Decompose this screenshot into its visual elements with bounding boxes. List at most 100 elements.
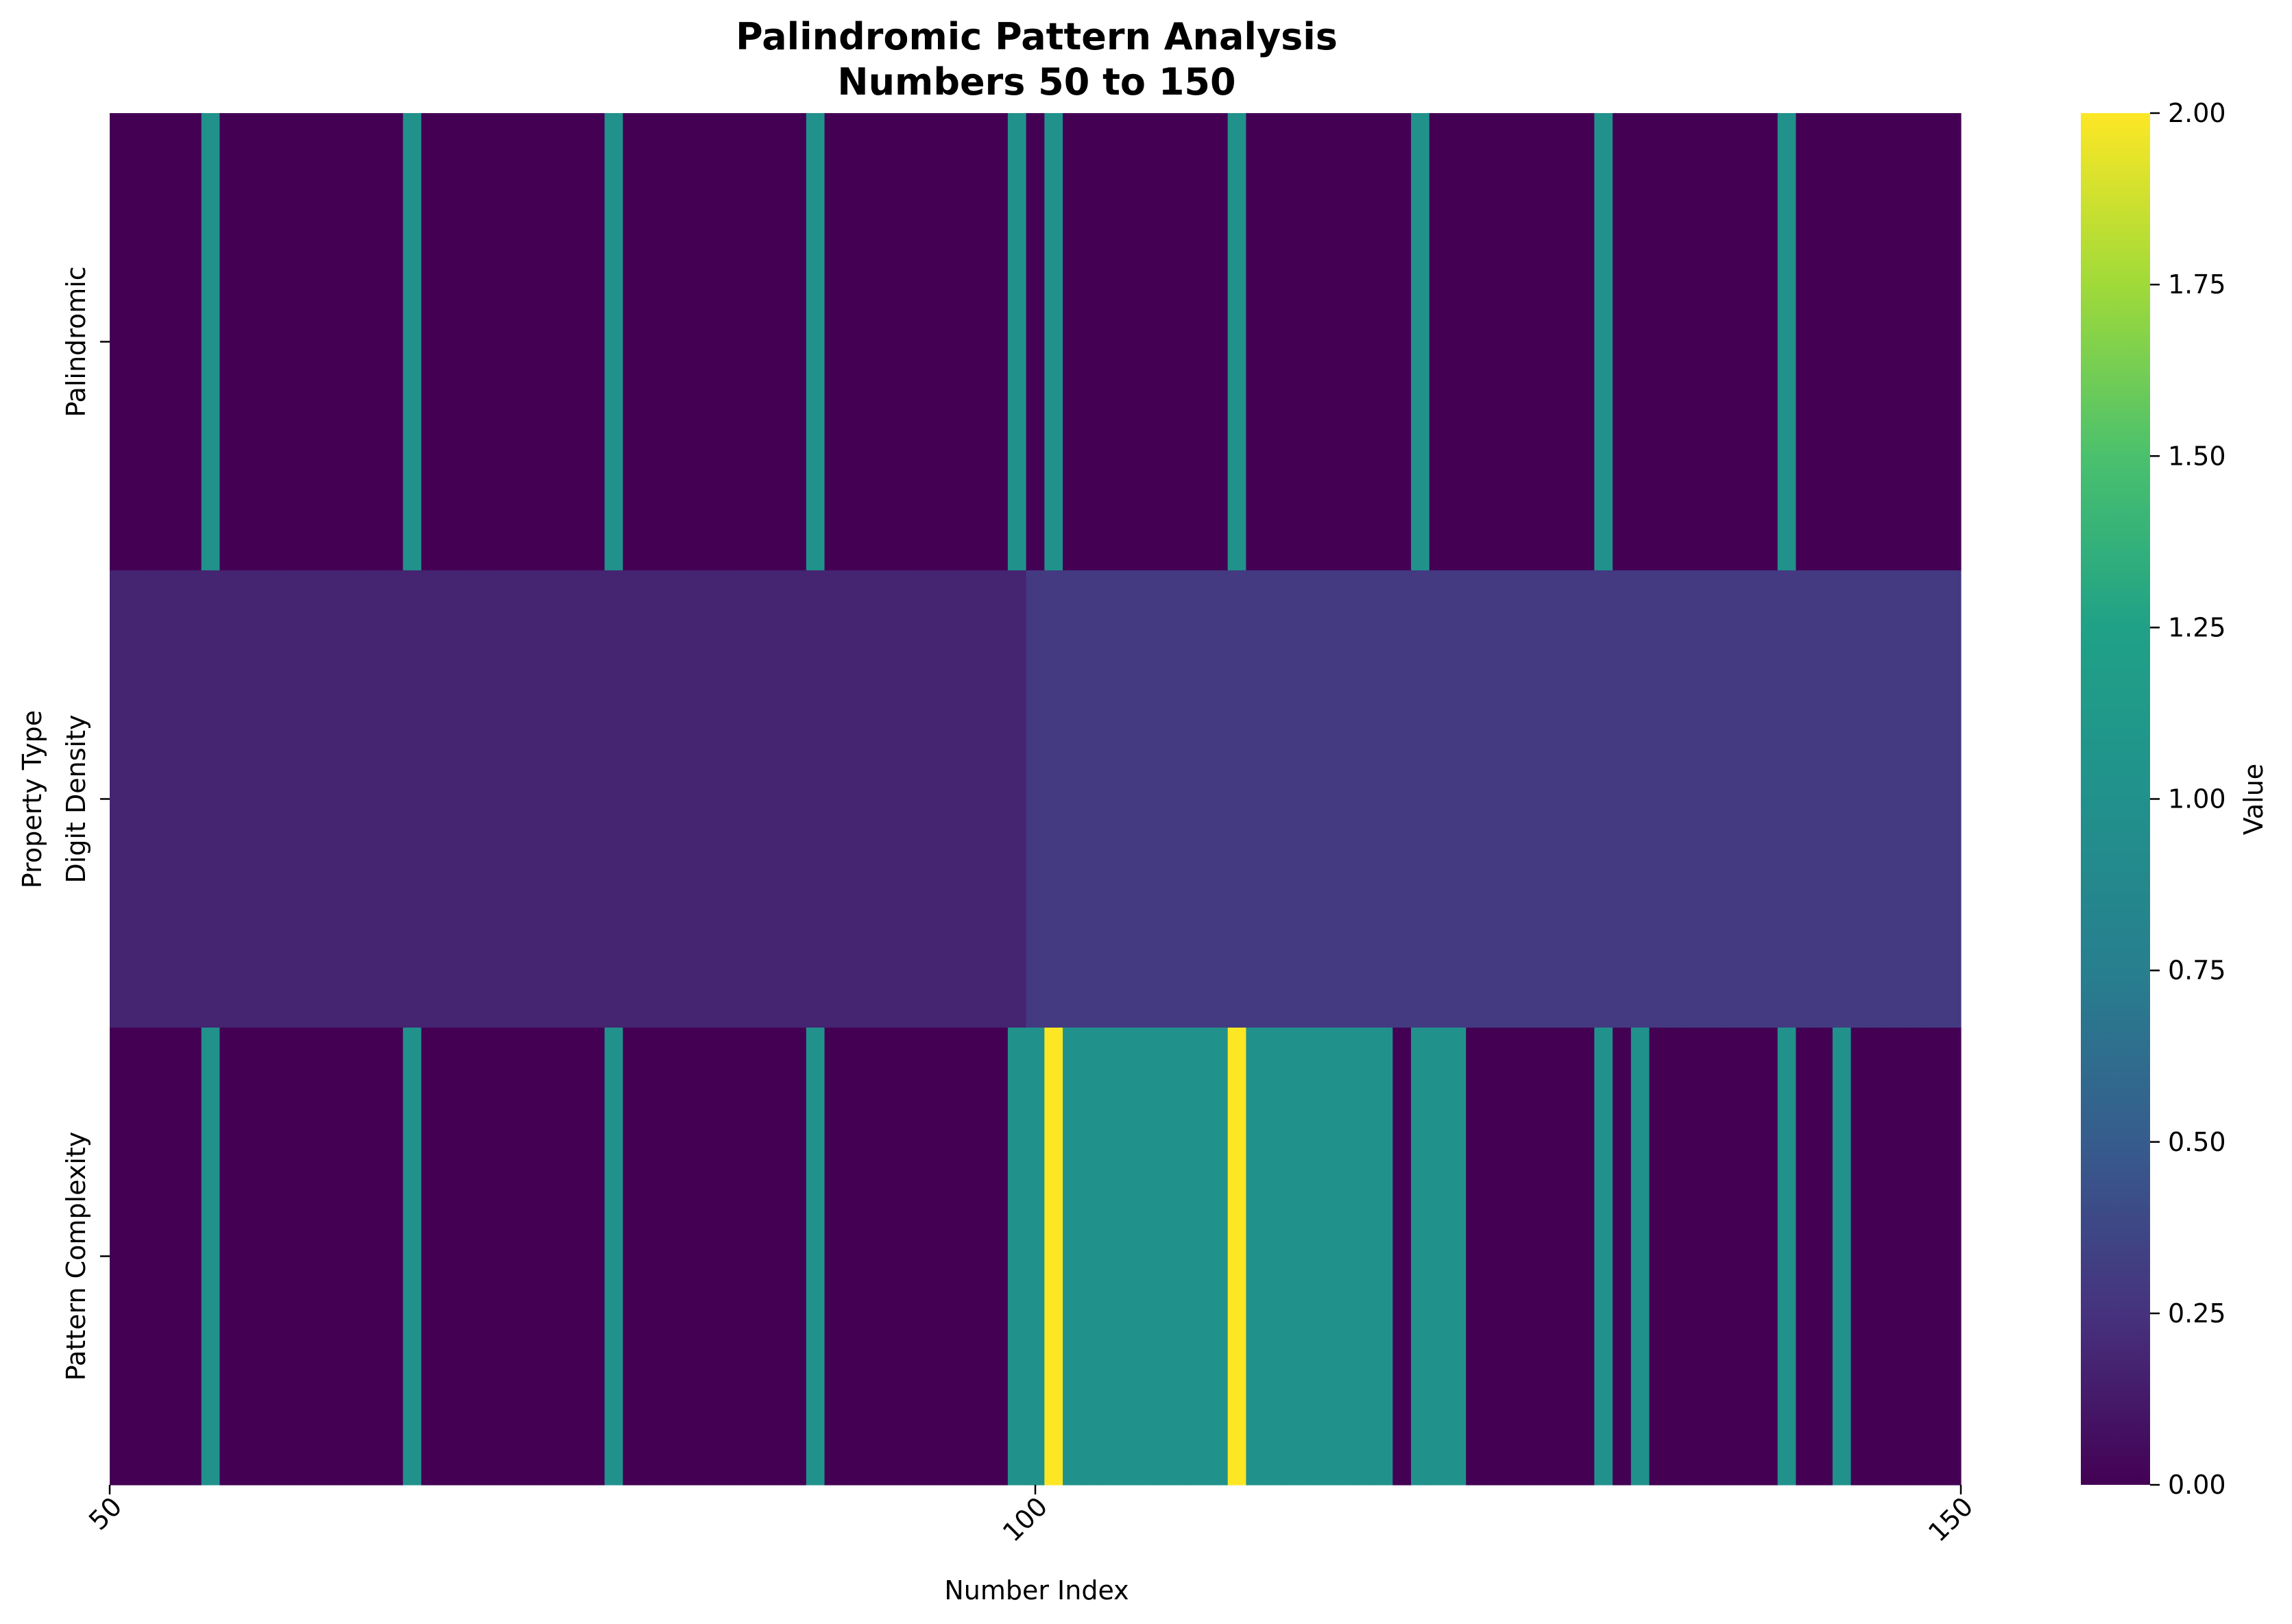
- heatmap-cell: [1099, 1028, 1118, 1486]
- heatmap-cell: [1063, 1028, 1082, 1486]
- heatmap-cell: [513, 570, 532, 1028]
- heatmap-cell: [1118, 570, 1137, 1028]
- heatmap-cell: [513, 1028, 532, 1486]
- heatmap-cell: [1649, 570, 1668, 1028]
- heatmap-cell: [1081, 1028, 1100, 1486]
- heatmap-cell: [1502, 113, 1522, 571]
- heatmap-cell: [1777, 113, 1796, 571]
- heatmap-cell: [201, 570, 220, 1028]
- heatmap-cell: [1246, 570, 1265, 1028]
- heatmap-cell: [1411, 570, 1430, 1028]
- heatmap-cell: [1118, 1028, 1137, 1486]
- heatmap-cell: [788, 1028, 807, 1486]
- heatmap-cell: [677, 570, 697, 1028]
- heatmap-cell: [696, 1028, 715, 1486]
- heatmap-cell: [1099, 113, 1118, 571]
- heatmap-cell: [897, 570, 917, 1028]
- heatmap-cell: [1814, 113, 1833, 571]
- heatmap-cell: [1521, 1028, 1540, 1486]
- colorbar-tick-label: 0.25: [2168, 1298, 2226, 1329]
- heatmap-cell: [1667, 570, 1687, 1028]
- heatmap-cell: [1447, 1028, 1467, 1486]
- heatmap-cell: [274, 570, 293, 1028]
- heatmap-cell: [1649, 1028, 1668, 1486]
- heatmap-cell: [1007, 570, 1027, 1028]
- colorbar-ticks: 0.00 0.25 0.50 0.75 1.00 1.25 1.50 1.75 2.00: [2150, 98, 2226, 1500]
- heatmap-cell: [1172, 113, 1192, 571]
- heatmap-cell: [1044, 113, 1063, 571]
- heatmap-cell: [861, 570, 880, 1028]
- heatmap-cell: [641, 1028, 660, 1486]
- heatmap-cell: [677, 1028, 697, 1486]
- heatmap-cell: [971, 113, 990, 571]
- heatmap-cell: [916, 1028, 935, 1486]
- heatmap-cell: [513, 113, 532, 571]
- heatmap-cell: [1942, 1028, 1962, 1486]
- heatmap-cell: [879, 113, 899, 571]
- heatmap-cell: [348, 1028, 367, 1486]
- heatmap-cell: [476, 1028, 495, 1486]
- heatmap-cell: [439, 570, 459, 1028]
- heatmap-cell: [824, 570, 843, 1028]
- heatmap-cell: [641, 570, 660, 1028]
- heatmap-cell: [934, 113, 954, 571]
- heatmap-cell: [1081, 570, 1100, 1028]
- heatmap-cell: [549, 1028, 568, 1486]
- heatmap-cell: [128, 570, 147, 1028]
- y-tick-label: Pattern Complexity: [61, 1132, 91, 1381]
- heatmap-cell: [568, 1028, 587, 1486]
- heatmap-cell: [897, 113, 917, 571]
- heatmap-cell: [824, 1028, 843, 1486]
- heatmap-cell: [1044, 1028, 1063, 1486]
- heatmap-cell: [1172, 1028, 1192, 1486]
- heatmap-cell: [1209, 113, 1229, 571]
- colorbar-label: Value: [2239, 764, 2269, 835]
- heatmap-cell: [1557, 1028, 1577, 1486]
- heatmap-cell: [641, 113, 660, 571]
- heatmap-cell: [1063, 113, 1082, 571]
- x-tick-label: 100: [997, 1491, 1053, 1547]
- heatmap-cell: [1777, 570, 1796, 1028]
- heatmap-cell: [714, 570, 734, 1028]
- heatmap-cell: [1209, 1028, 1229, 1486]
- heatmap-cell: [1154, 113, 1174, 571]
- heatmap-cell: [439, 1028, 459, 1486]
- y-tick-label: Digit Density: [61, 715, 91, 884]
- heatmap-cell: [1539, 1028, 1558, 1486]
- heatmap-cell: [1484, 1028, 1504, 1486]
- chart-title-line-2: Numbers 50 to 150: [837, 60, 1235, 104]
- heatmap-cell: [1301, 1028, 1320, 1486]
- chart-title: Palindromic Pattern Analysis Numbers 50 …: [736, 15, 1338, 104]
- heatmap-cell: [1319, 570, 1338, 1028]
- heatmap-cell: [256, 1028, 276, 1486]
- heatmap-cell: [1722, 570, 1741, 1028]
- heatmap-cell: [1649, 113, 1668, 571]
- x-tick-label: 150: [1922, 1491, 1979, 1547]
- heatmap-cell: [1282, 1028, 1302, 1486]
- heatmap-cell: [384, 1028, 404, 1486]
- heatmap-cell: [714, 1028, 734, 1486]
- heatmap-cell: [1026, 113, 1045, 571]
- heatmap-cell: [1557, 113, 1577, 571]
- heatmap-cell: [1667, 1028, 1687, 1486]
- heatmap-cell: [604, 1028, 624, 1486]
- heatmap-cell: [1924, 570, 1943, 1028]
- heatmap-cell: [494, 570, 514, 1028]
- heatmap-cell: [732, 113, 752, 571]
- heatmap-cell: [1613, 1028, 1632, 1486]
- heatmap-cell: [1301, 570, 1320, 1028]
- heatmap-cell: [1832, 1028, 1852, 1486]
- heatmap-cell: [897, 1028, 917, 1486]
- heatmap-cell: [1759, 570, 1778, 1028]
- heatmap-cell: [531, 113, 551, 571]
- heatmap-cell: [1484, 113, 1504, 571]
- heatmap-cell: [1154, 570, 1174, 1028]
- heatmap-cell: [1172, 570, 1192, 1028]
- heatmap-cell: [659, 1028, 679, 1486]
- heatmap-cell: [1667, 113, 1687, 571]
- heatmap-cell: [1814, 570, 1833, 1028]
- heatmap-cell: [1392, 1028, 1412, 1486]
- heatmap-cell: [1613, 113, 1632, 571]
- heatmap-cell: [1191, 1028, 1210, 1486]
- heatmap-cell: [1355, 1028, 1375, 1486]
